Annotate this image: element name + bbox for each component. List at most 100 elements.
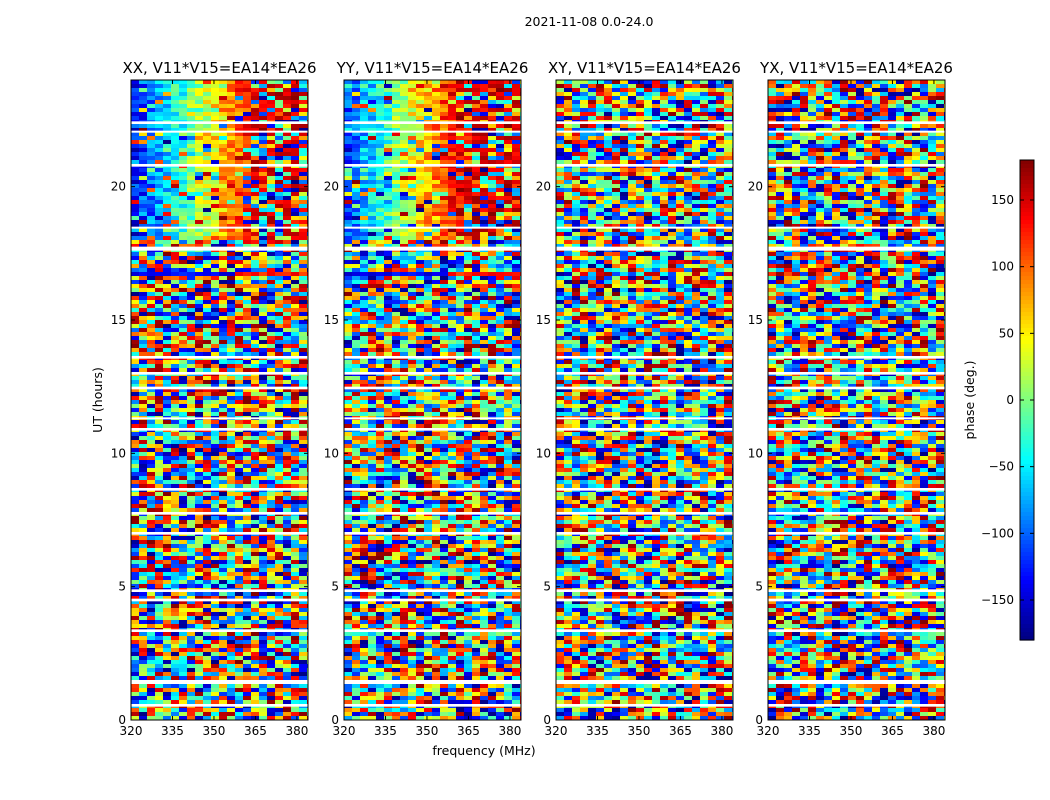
heatmap-cell (275, 140, 283, 144)
heatmap-cell (344, 212, 352, 216)
heatmap-cell (432, 296, 440, 300)
heatmap-cell (259, 156, 267, 160)
heatmap-cell (203, 264, 211, 268)
heatmap-cell (424, 148, 432, 152)
heatmap-cell (440, 92, 448, 96)
heatmap-cell (131, 592, 139, 596)
heatmap-cell (360, 240, 368, 244)
heatmap-cell (267, 300, 275, 304)
heatmap-cell (424, 264, 432, 268)
heatmap-cell (211, 212, 219, 216)
heatmap-cell (211, 508, 219, 512)
heatmap-cell (512, 268, 520, 272)
heatmap-cell (163, 128, 171, 132)
heatmap-cell (504, 236, 512, 240)
heatmap-cell (203, 100, 211, 104)
heatmap-cell (440, 288, 448, 292)
heatmap-cell (352, 160, 360, 164)
heatmap-cell (384, 276, 392, 280)
heatmap-cell (243, 716, 251, 720)
heatmap-cell (259, 508, 267, 512)
heatmap-cell (139, 244, 147, 248)
heatmap-cell (456, 128, 464, 132)
heatmap-cell (283, 684, 291, 688)
heatmap-cell (187, 296, 195, 300)
heatmap-cell (368, 268, 376, 272)
heatmap-cell (283, 272, 291, 276)
heatmap-cell (299, 432, 307, 436)
heatmap-cell (163, 564, 171, 568)
heatmap-cell (139, 280, 147, 284)
heatmap-cell (283, 700, 291, 704)
heatmap-cell (155, 560, 163, 564)
heatmap-cell (448, 176, 456, 180)
heatmap-cell (211, 132, 219, 136)
heatmap-cell (187, 84, 195, 88)
heatmap-cell (259, 648, 267, 652)
heatmap-cell (291, 108, 299, 112)
heatmap-cell (171, 464, 179, 468)
heatmap-cell (147, 536, 155, 540)
heatmap-cell (131, 612, 139, 616)
heatmap-cell (504, 168, 512, 172)
heatmap-cell (480, 268, 488, 272)
heatmap-cell (456, 296, 464, 300)
heatmap-cell (299, 560, 307, 564)
heatmap-cell (179, 668, 187, 672)
heatmap-cell (267, 152, 275, 156)
heatmap-cell (155, 260, 163, 264)
heatmap-cell (139, 388, 147, 392)
heatmap-cell (227, 500, 235, 504)
heatmap-cell (448, 184, 456, 188)
heatmap-cell (291, 580, 299, 584)
heatmap-cell (131, 688, 139, 692)
heatmap-cell (275, 244, 283, 248)
heatmap-cell (131, 256, 139, 260)
heatmap-cell (219, 700, 227, 704)
heatmap-cell (344, 108, 352, 112)
heatmap-cell (243, 408, 251, 412)
heatmap-cell (416, 196, 424, 200)
heatmap-cell (251, 100, 259, 104)
heatmap-cell (243, 600, 251, 604)
heatmap-cell (344, 208, 352, 212)
heatmap-cell (376, 292, 384, 296)
heatmap-cell (416, 136, 424, 140)
heatmap-cell (291, 148, 299, 152)
heatmap-cell (211, 500, 219, 504)
heatmap-cell (299, 152, 307, 156)
heatmap-cell (376, 192, 384, 196)
heatmap-cell (251, 568, 259, 572)
heatmap-cell (275, 300, 283, 304)
heatmap-cell (139, 696, 147, 700)
heatmap-cell (352, 108, 360, 112)
heatmap-cell (139, 500, 147, 504)
heatmap-cell (299, 192, 307, 196)
heatmap-cell (179, 652, 187, 656)
heatmap-cell (472, 100, 480, 104)
heatmap-cell (480, 256, 488, 260)
heatmap-cell (155, 240, 163, 244)
heatmap-cell (139, 260, 147, 264)
heatmap-cell (291, 188, 299, 192)
heatmap-cell (440, 216, 448, 220)
heatmap-cell (171, 220, 179, 224)
heatmap-cell (171, 688, 179, 692)
heatmap-cell (235, 480, 243, 484)
heatmap-cell (267, 176, 275, 180)
heatmap-cell (243, 288, 251, 292)
heatmap-cell (368, 256, 376, 260)
heatmap-cell (179, 572, 187, 576)
heatmap-cell (171, 496, 179, 500)
heatmap-cell (251, 644, 259, 648)
heatmap-cell (275, 144, 283, 148)
heatmap-cell (267, 712, 275, 716)
heatmap-cell (243, 116, 251, 120)
heatmap-cell (464, 232, 472, 236)
heatmap-cell (243, 708, 251, 712)
heatmap-cell (235, 656, 243, 660)
heatmap-cell (139, 452, 147, 456)
heatmap-cell (275, 476, 283, 480)
heatmap-cell (147, 604, 155, 608)
heatmap-cell (211, 200, 219, 204)
